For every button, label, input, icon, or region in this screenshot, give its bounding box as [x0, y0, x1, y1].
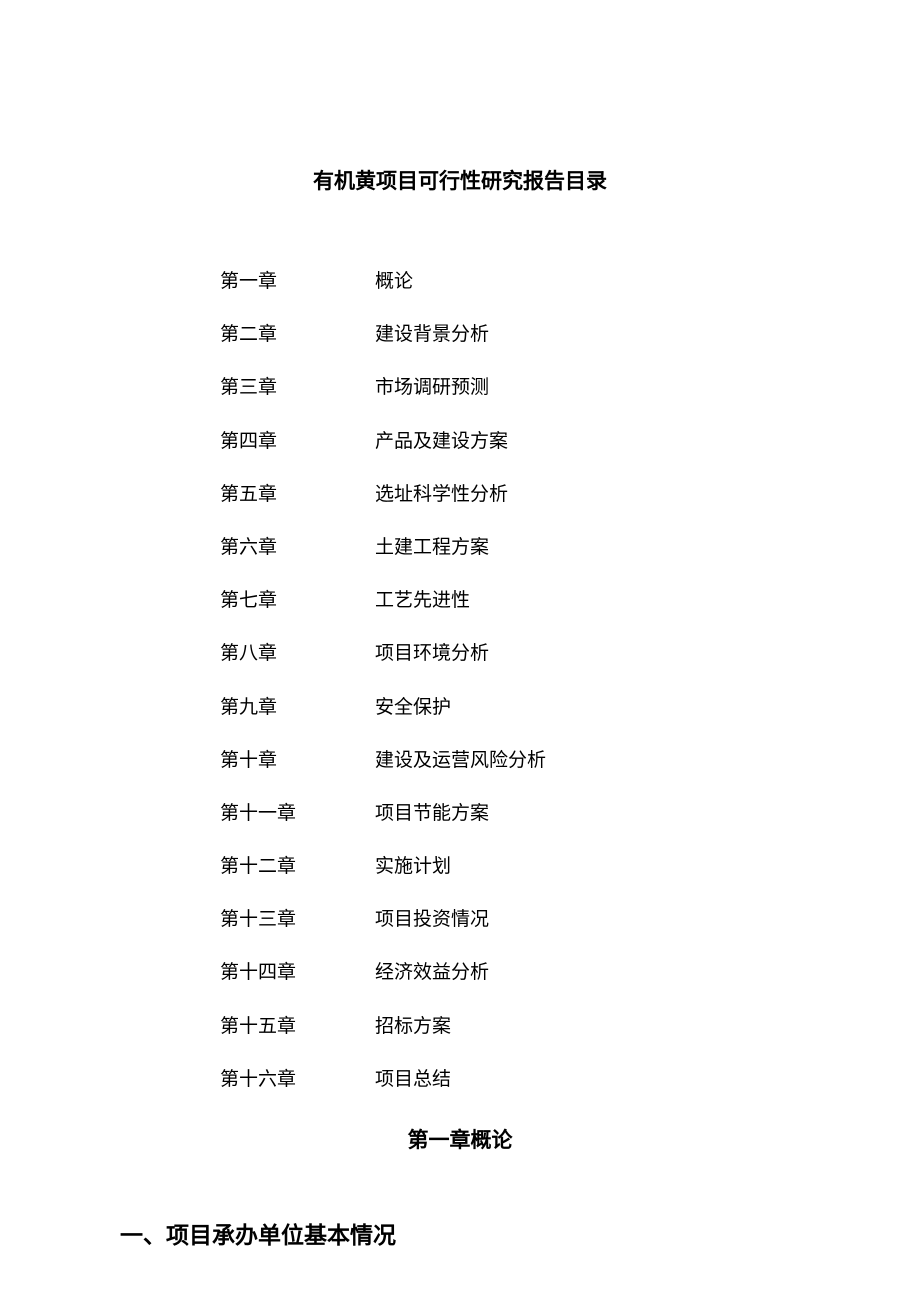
- toc-chapter-name: 项目环境分析: [375, 627, 800, 680]
- toc-chapter-label: 第八章: [220, 627, 375, 680]
- toc-item: 第九章 安全保护: [220, 681, 800, 734]
- toc-chapter-label: 第三章: [220, 361, 375, 414]
- toc-chapter-name: 项目总结: [375, 1053, 800, 1106]
- toc-chapter-label: 第十三章: [220, 893, 375, 946]
- toc-chapter-name: 工艺先进性: [375, 574, 800, 627]
- toc-chapter-label: 第十章: [220, 734, 375, 787]
- toc-chapter-label: 第十四章: [220, 946, 375, 999]
- toc-item: 第十二章 实施计划: [220, 840, 800, 893]
- toc-chapter-label: 第五章: [220, 468, 375, 521]
- toc-chapter-label: 第七章: [220, 574, 375, 627]
- toc-item: 第六章 土建工程方案: [220, 521, 800, 574]
- toc-chapter-label: 第六章: [220, 521, 375, 574]
- document-title: 有机黄项目可行性研究报告目录: [120, 165, 800, 195]
- toc-chapter-label: 第九章: [220, 681, 375, 734]
- toc-chapter-name: 经济效益分析: [375, 946, 800, 999]
- toc-chapter-name: 项目投资情况: [375, 893, 800, 946]
- toc-chapter-label: 第十六章: [220, 1053, 375, 1106]
- toc-item: 第十章 建设及运营风险分析: [220, 734, 800, 787]
- section-heading: 一、项目承办单位基本情况: [120, 1216, 800, 1250]
- toc-item: 第四章 产品及建设方案: [220, 415, 800, 468]
- toc-item: 第十三章 项目投资情况: [220, 893, 800, 946]
- toc-chapter-label: 第十一章: [220, 787, 375, 840]
- toc-chapter-label: 第一章: [220, 255, 375, 308]
- toc-chapter-label: 第十二章: [220, 840, 375, 893]
- toc-chapter-name: 市场调研预测: [375, 361, 800, 414]
- toc-chapter-label: 第四章: [220, 415, 375, 468]
- toc-chapter-name: 概论: [375, 255, 800, 308]
- toc-chapter-name: 建设及运营风险分析: [375, 734, 800, 787]
- toc-chapter-name: 实施计划: [375, 840, 800, 893]
- toc-item: 第十六章 项目总结: [220, 1053, 800, 1106]
- toc-chapter-name: 选址科学性分析: [375, 468, 800, 521]
- toc-chapter-name: 安全保护: [375, 681, 800, 734]
- chapter-heading: 第一章概论: [120, 1124, 800, 1154]
- page-container: 有机黄项目可行性研究报告目录 第一章 概论 第二章 建设背景分析 第三章 市场调…: [0, 0, 920, 1250]
- toc-item: 第一章 概论: [220, 255, 800, 308]
- toc-item: 第十一章 项目节能方案: [220, 787, 800, 840]
- table-of-contents: 第一章 概论 第二章 建设背景分析 第三章 市场调研预测 第四章 产品及建设方案…: [120, 255, 800, 1106]
- toc-chapter-name: 招标方案: [375, 1000, 800, 1053]
- toc-item: 第二章 建设背景分析: [220, 308, 800, 361]
- toc-chapter-name: 项目节能方案: [375, 787, 800, 840]
- toc-chapter-label: 第二章: [220, 308, 375, 361]
- toc-chapter-name: 产品及建设方案: [375, 415, 800, 468]
- toc-chapter-name: 建设背景分析: [375, 308, 800, 361]
- toc-chapter-name: 土建工程方案: [375, 521, 800, 574]
- toc-item: 第十五章 招标方案: [220, 1000, 800, 1053]
- toc-item: 第五章 选址科学性分析: [220, 468, 800, 521]
- toc-item: 第八章 项目环境分析: [220, 627, 800, 680]
- toc-item: 第十四章 经济效益分析: [220, 946, 800, 999]
- toc-item: 第三章 市场调研预测: [220, 361, 800, 414]
- toc-item: 第七章 工艺先进性: [220, 574, 800, 627]
- toc-chapter-label: 第十五章: [220, 1000, 375, 1053]
